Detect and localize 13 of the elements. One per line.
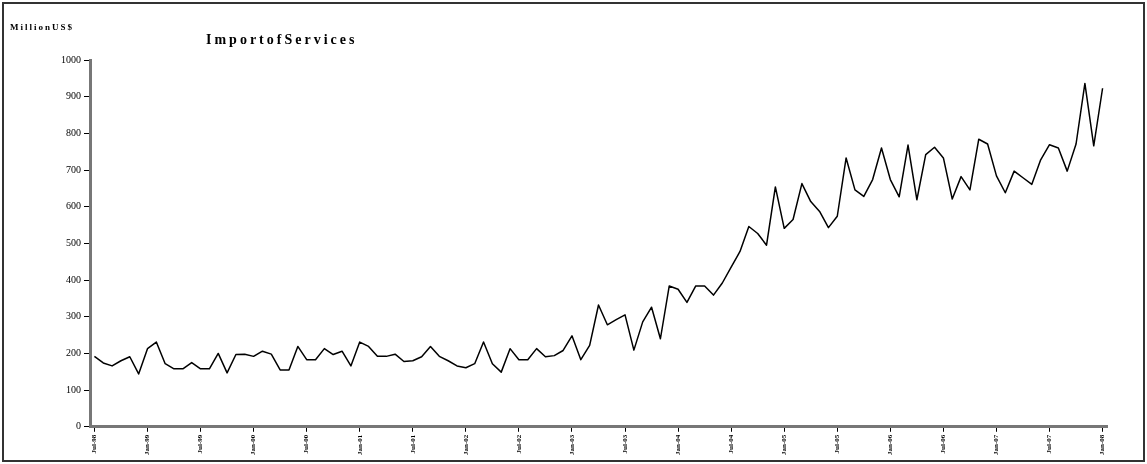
y-tick-label: 300	[66, 310, 81, 322]
y-tick-label: 900	[66, 90, 81, 102]
y-tick-label: 0	[76, 420, 81, 432]
y-tick-label: 1000	[61, 53, 81, 65]
y-tick-label: 800	[66, 126, 81, 138]
y-tick-label: 400	[66, 273, 81, 285]
y-axis-title: MillionUS$	[10, 22, 75, 32]
y-tick-label: 100	[66, 383, 81, 395]
y-tick-label: 700	[66, 163, 81, 175]
y-tick-label: 500	[66, 237, 81, 249]
chart-title: ImportofServices	[206, 32, 358, 48]
y-tick-label: 600	[66, 200, 81, 212]
y-tick-label: 200	[66, 347, 81, 359]
